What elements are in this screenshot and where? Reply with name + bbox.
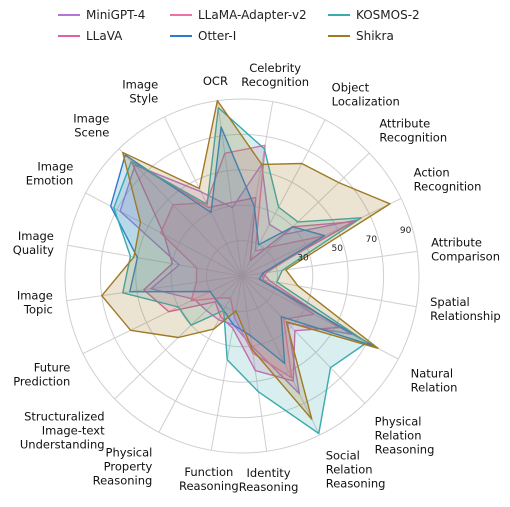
tick-label-70: 70 [366,235,378,245]
axis-label-future-prediction: Future Prediction [13,361,70,389]
grid-ring-0 [206,240,278,312]
legend-item-minigpt4: MiniGPT-4 [58,8,145,22]
series-otter-i [109,126,374,365]
legend-label-kosmos2: KOSMOS-2 [356,8,420,22]
legend-item-otter: Otter-I [170,29,236,43]
series-llava [130,160,355,382]
series-shikra [101,99,391,420]
axis-label-natural-relation: Natural Relation [411,367,458,395]
tick-label-90: 90 [400,226,412,236]
axis-label-image-quality: Image Quality [13,229,54,257]
legend-item-llava: LLaVA [58,29,122,43]
grid-spoke-15 [67,244,243,277]
grid-spoke-7 [241,275,366,404]
tick-label-50: 50 [331,244,343,254]
grid-spoke-11 [158,275,243,433]
grid-ring-3 [99,133,385,419]
legend-label-llava: LLaVA [86,29,123,43]
grid-spoke-17 [118,148,243,277]
grid-spoke-19 [216,100,243,277]
axis-label-attribute-comparison: Attribute Comparison [431,235,500,263]
axis-label-physical-relation-reasoning: Physical Relation Reasoning [375,414,435,456]
legend-swatch-llava [58,35,80,37]
grid-spoke-18 [163,116,243,277]
axis-label-image-emotion: Image Emotion [26,159,74,187]
grid-spoke-14 [66,275,243,302]
radar-series [101,99,391,435]
axis-label-image-topic: Image Topic [17,289,53,317]
grid-spoke-0 [241,101,274,277]
grid-spoke-13 [82,275,243,355]
legend-swatch-kosmos2 [328,14,350,16]
legend-label-llama-adapter: LLaMA-Adapter-v2 [198,8,307,22]
axis-label-physical-property-reasoning: Physical Property Reasoning [93,446,153,488]
series-kosmos-2 [113,106,368,435]
legend-swatch-llama-adapter [170,14,192,16]
axis-label-attribute-recognition: Attribute Recognition [379,116,447,144]
radar-grid [64,98,420,454]
axis-label-function-reasoning: Function Reasoning [179,465,239,493]
axis-label-ocr: OCR [203,74,228,88]
tick-label-30: 30 [297,253,309,263]
axis-label-object-localization: Object Localization [332,80,400,108]
grid-ring-4 [64,98,420,454]
axis-label-spatial-relationship: Spatial Relationship [430,295,501,323]
axis-label-social-relation-reasoning: Social Relation Reasoning [326,449,386,491]
grid-spoke-10 [210,275,243,451]
axis-label-image-style: Image Style [122,77,158,105]
axis-label-celebrity-recognition: Celebrity Recognition [241,61,309,89]
axis-label-image-scene: Image Scene [73,112,109,140]
legend-item-kosmos2: KOSMOS-2 [328,8,420,22]
legend-label-otter: Otter-I [198,29,237,43]
radar-axis-labels: Celebrity Recognition Object Localization At… [13,61,501,494]
grid-spoke-8 [241,275,321,436]
legend-item-llama-adapter: LLaMA-Adapter-v2 [170,8,307,22]
grid-spoke-2 [241,152,370,277]
legend-swatch-minigpt4 [58,14,80,16]
grid-spoke-4 [241,250,418,277]
axis-label-identity-reasoning: Identity Reasoning [239,466,299,494]
legend-swatch-otter [170,35,192,37]
grid-spoke-9 [241,275,268,452]
legend-item-shikra: Shikra [328,29,394,43]
axis-label-structuralized-image-text-understanding: Structuralized Image-text Understanding [20,410,105,452]
legend-label-minigpt4: MiniGPT-4 [86,8,146,22]
legend-label-shikra: Shikra [356,29,394,43]
legend: MiniGPT-4 LLaMA-Adapter-v2 KOSMOS-2 LLaV… [58,6,498,48]
legend-swatch-shikra [328,35,350,37]
radar-tick-labels: 30 50 70 90 [297,226,411,263]
axis-label-action-recognition: Action Recognition [414,165,482,193]
grid-ring-2 [135,169,349,383]
